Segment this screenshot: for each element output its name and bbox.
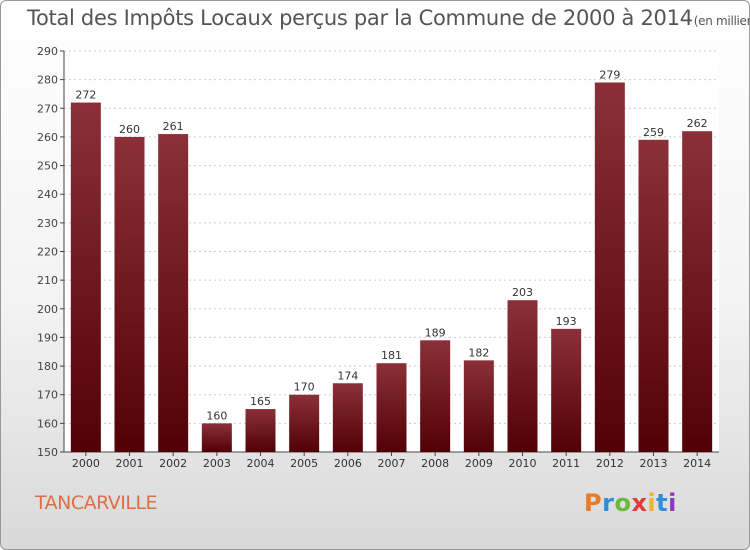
bar-value-label: 272 bbox=[75, 89, 96, 102]
bar-value-label: 262 bbox=[687, 117, 708, 130]
y-tick-label: 170 bbox=[37, 389, 58, 402]
bar-value-label: 259 bbox=[643, 126, 664, 139]
logo-letter: r bbox=[602, 489, 615, 517]
bar bbox=[332, 383, 363, 452]
y-tick-label: 290 bbox=[37, 45, 58, 58]
x-tick-label: 2008 bbox=[421, 457, 449, 470]
x-tick-label: 2004 bbox=[247, 457, 275, 470]
bar bbox=[114, 136, 145, 452]
y-tick-label: 200 bbox=[37, 303, 58, 316]
y-tick-label: 190 bbox=[37, 331, 58, 344]
logo-letter: x bbox=[631, 489, 648, 517]
y-tick-label: 230 bbox=[37, 217, 58, 230]
bar-value-label: 174 bbox=[337, 369, 358, 382]
bar bbox=[463, 360, 494, 452]
logo-letter: i bbox=[647, 489, 657, 517]
x-tick-label: 2011 bbox=[552, 457, 580, 470]
logo-letter: i bbox=[668, 489, 677, 517]
y-tick-label: 280 bbox=[37, 74, 58, 87]
x-tick-label: 2014 bbox=[683, 457, 711, 470]
bar bbox=[594, 82, 625, 452]
bar-value-label: 165 bbox=[250, 395, 271, 408]
y-tick-label: 250 bbox=[37, 160, 58, 173]
x-tick-label: 2012 bbox=[596, 457, 624, 470]
x-tick-label: 2013 bbox=[640, 457, 668, 470]
x-tick-label: 2005 bbox=[290, 457, 318, 470]
bar bbox=[245, 409, 276, 452]
logo-letter: P bbox=[584, 489, 603, 517]
proxiti-logo[interactable]: Proxiti bbox=[584, 489, 677, 517]
commune-name: TANCARVILLE bbox=[35, 492, 158, 514]
bar-value-label: 170 bbox=[294, 381, 315, 394]
bar bbox=[289, 394, 320, 452]
bar bbox=[70, 102, 101, 453]
bar-value-label: 181 bbox=[381, 349, 402, 362]
y-tick-label: 180 bbox=[37, 360, 58, 373]
bar bbox=[638, 139, 669, 453]
x-tick-label: 2010 bbox=[509, 457, 537, 470]
x-tick-label: 2002 bbox=[159, 457, 187, 470]
bar bbox=[158, 134, 189, 453]
x-tick-label: 2009 bbox=[465, 457, 493, 470]
chart-subtitle: (en milliers d'€) bbox=[693, 14, 749, 28]
bar-value-label: 261 bbox=[163, 120, 184, 133]
bar bbox=[420, 340, 451, 452]
y-tick-label: 270 bbox=[37, 102, 58, 115]
bar bbox=[507, 300, 538, 452]
y-tick-label: 210 bbox=[37, 274, 58, 287]
bar-value-label: 189 bbox=[425, 326, 446, 339]
x-tick-label: 2006 bbox=[334, 457, 362, 470]
bar-value-label: 182 bbox=[468, 346, 489, 359]
chart-title: Total des Impôts Locaux perçus par la Co… bbox=[27, 6, 749, 30]
y-tick-label: 220 bbox=[37, 246, 58, 259]
bar-value-label: 279 bbox=[599, 69, 620, 82]
bar bbox=[682, 131, 713, 452]
bar bbox=[201, 423, 232, 452]
x-tick-label: 2000 bbox=[72, 457, 100, 470]
bar bbox=[376, 363, 407, 452]
bar-value-label: 160 bbox=[206, 409, 227, 422]
bar-value-label: 193 bbox=[556, 315, 577, 328]
logo-letter: t bbox=[656, 489, 669, 517]
bar-value-label: 203 bbox=[512, 286, 533, 299]
logo-letter: o bbox=[614, 489, 632, 517]
y-tick-label: 160 bbox=[37, 417, 58, 430]
x-tick-label: 2007 bbox=[378, 457, 406, 470]
bar-value-label: 260 bbox=[119, 123, 140, 136]
x-tick-label: 2001 bbox=[116, 457, 144, 470]
y-tick-label: 260 bbox=[37, 131, 58, 144]
y-tick-label: 240 bbox=[37, 188, 58, 201]
y-tick-label: 150 bbox=[37, 446, 58, 459]
bar bbox=[551, 328, 582, 452]
x-tick-label: 2003 bbox=[203, 457, 231, 470]
